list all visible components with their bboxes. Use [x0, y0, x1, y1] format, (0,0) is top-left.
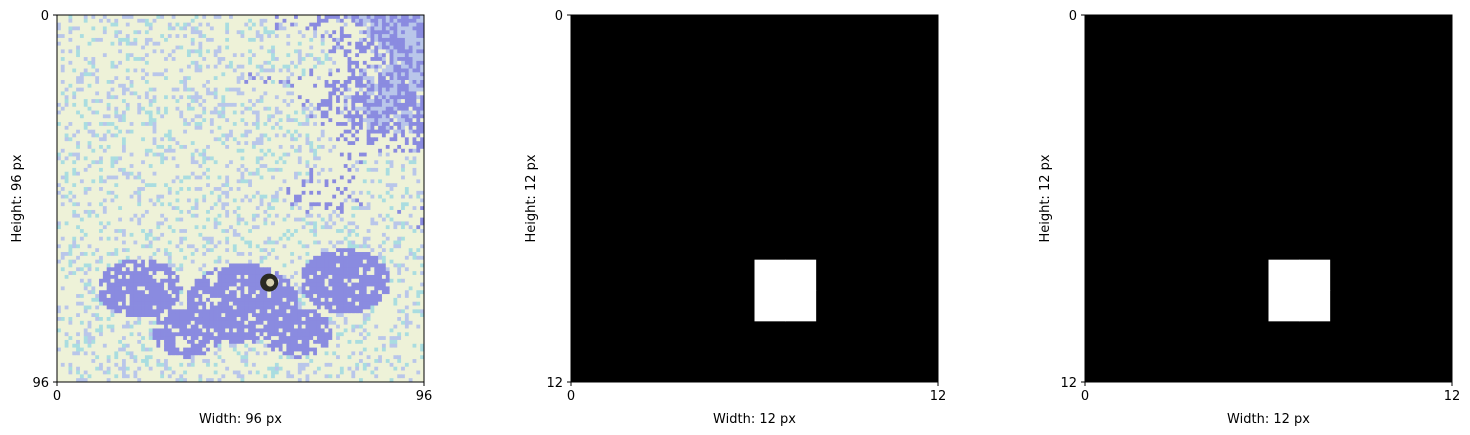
y-tick-label: 12 — [546, 376, 563, 391]
y-axis-label: Height: 96 px — [10, 154, 25, 242]
x-tick-label: 0 — [1081, 389, 1089, 404]
panel-3: 0 12 0 12 Width: 12 px Height: 12 px — [1038, 9, 1460, 427]
y-axis-label: Height: 12 px — [1038, 154, 1053, 242]
panel-1: 0 96 0 96 Width: 96 px Height: 96 px — [10, 9, 432, 427]
panel-2: 0 12 0 12 Width: 12 px Height: 12 px — [524, 9, 946, 427]
x-tick-label: 0 — [53, 389, 61, 404]
x-axis-label: Width: 12 px — [713, 412, 796, 427]
x-tick-label: 0 — [567, 389, 575, 404]
y-tick-label: 0 — [1069, 9, 1077, 24]
mask-cell — [785, 259, 817, 291]
y-tick-label: 0 — [555, 9, 563, 24]
x-axis-label: Width: 96 px — [199, 412, 282, 427]
y-tick-label: 96 — [32, 376, 49, 391]
mask-cell — [1299, 259, 1331, 291]
mask-background — [571, 15, 938, 382]
x-tick-label: 96 — [416, 389, 433, 404]
dark-spot-highlight — [266, 278, 275, 287]
axes-frame — [56, 14, 425, 383]
mask-cell — [754, 259, 786, 291]
x-tick-label: 12 — [1444, 389, 1461, 404]
y-tick-label: 12 — [1060, 376, 1077, 391]
y-tick-label: 0 — [41, 9, 49, 24]
mask-cell — [1299, 290, 1331, 322]
mask-cell — [754, 290, 786, 322]
mask-cell — [1268, 259, 1300, 291]
y-axis-label: Height: 12 px — [524, 154, 539, 242]
x-tick-label: 12 — [930, 389, 947, 404]
mask-background — [1085, 15, 1452, 382]
mask-cell — [785, 290, 817, 322]
axes-frame — [1084, 14, 1453, 383]
satellite-image — [57, 15, 425, 383]
mask-cell — [1268, 290, 1300, 322]
x-axis-label: Width: 12 px — [1227, 412, 1310, 427]
axes-frame — [570, 14, 939, 383]
